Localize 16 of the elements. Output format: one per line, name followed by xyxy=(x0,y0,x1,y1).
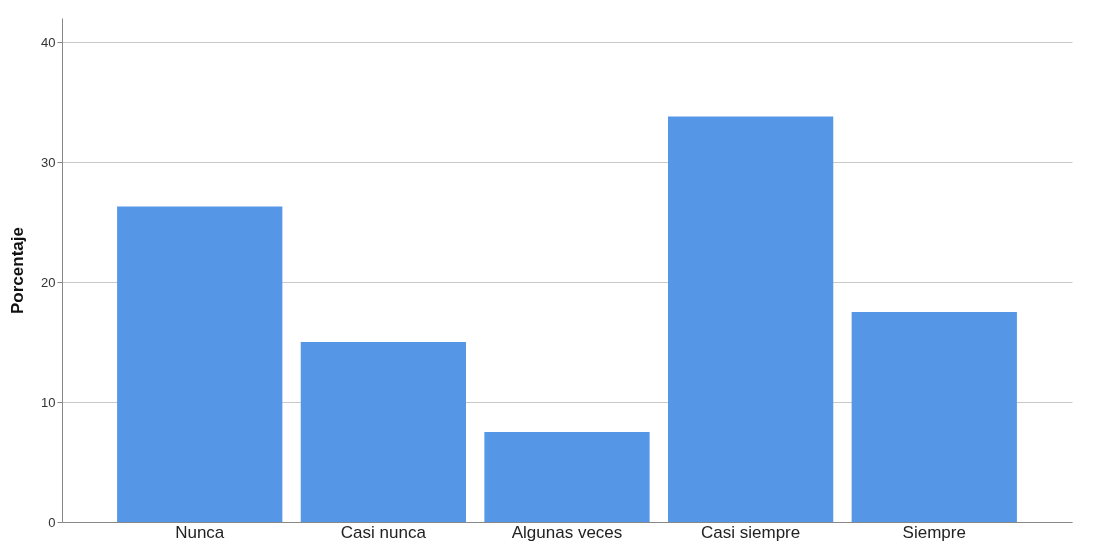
y-tick-label: 0 xyxy=(48,514,56,530)
bar xyxy=(484,432,650,522)
x-tick-label: Casi nunca xyxy=(340,522,427,542)
bar xyxy=(851,312,1017,522)
y-tick-label: 20 xyxy=(41,274,56,290)
y-axis-title: Porcentaje xyxy=(8,227,28,314)
x-tick-label: Casi siempre xyxy=(701,522,801,542)
y-tick-label: 40 xyxy=(41,34,56,50)
x-tick-label: Siempre xyxy=(902,522,966,542)
x-tick-label: Algunas veces xyxy=(511,522,623,542)
bar xyxy=(668,116,834,522)
bar xyxy=(300,342,466,522)
bar xyxy=(117,206,283,522)
y-tick-label: 30 xyxy=(41,154,56,170)
y-tick-label: 10 xyxy=(41,394,56,410)
x-tick-label: Nunca xyxy=(175,522,225,542)
